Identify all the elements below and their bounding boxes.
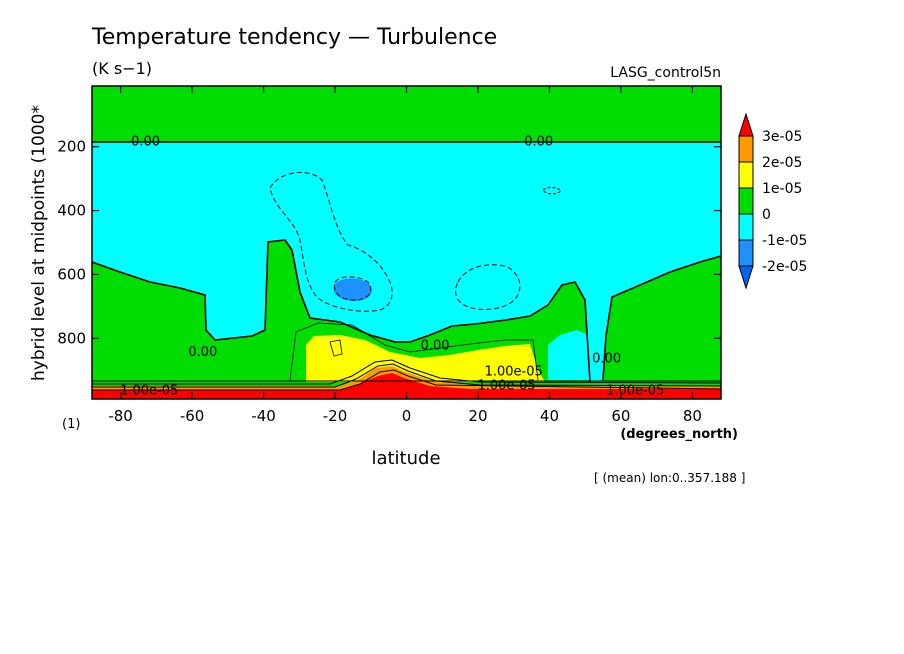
colorbar-label: 1e-05 [762,181,802,197]
contour-label: 1.00e-05 [477,379,535,394]
x-axis: -80 -60 -40 -20 0 20 40 60 80 [108,86,702,425]
x-tick-label: -20 [323,407,348,425]
x-tick-label: 0 [402,407,412,425]
colorbar-arrow-bottom [738,265,754,290]
y-tick-label: 600 [57,265,86,283]
x-units-label: (degrees_north) [620,427,738,442]
contour-label: 0.00 [524,134,553,149]
contour-label: 1.00e-05 [120,383,178,398]
colorbar-label: 0 [762,207,771,223]
contour-labels: 0.00 0.000.00 0.000.001.00e-051.00e-05 1.00… [120,134,664,398]
colorbar-label: 2e-05 [762,155,802,171]
colorbar-arrow-top [738,112,754,137]
region-negative-troposphere [92,142,721,382]
contour-field [92,86,721,399]
dataset-label: LASG_control5n [610,65,721,81]
x-tick-label: -40 [251,407,276,425]
region-negative-pocket [548,330,596,380]
y-axis-label: hybrid level at midpoints (1000* [29,105,49,381]
y-tick-label: 800 [57,329,86,347]
footnote: [ (mean) lon:0..357.188 ] [594,471,745,485]
colorbar-label: 3e-05 [762,129,802,145]
contour-label: 1.00e-05 [606,383,664,398]
units-label: (K s−1) [92,59,152,78]
region-positive-red [92,373,721,399]
colorbar-swatch [738,239,754,267]
colorbar-label: -2e-05 [762,259,807,275]
y-corner-label: (1) [62,417,80,432]
x-tick-label: 80 [683,407,702,425]
contour-label: 0.00 [188,345,217,360]
x-tick-label: -80 [108,407,133,425]
contour-label: 0.00 [131,134,160,149]
x-tick-label: 40 [540,407,559,425]
colorbar: 3e-05 2e-05 1e-05 0 -1e-05 -2e-05 [738,112,807,290]
x-tick-label: 20 [468,407,487,425]
y-tick-label: 200 [57,138,86,156]
contour-label: 0.00 [421,339,450,354]
contour-label: 1.00e-05 [485,364,543,379]
region-positive-orange [92,366,721,390]
chart-title: Temperature tendency — Turbulence [91,25,497,50]
y-axis: 200 400 600 800 [57,138,721,347]
x-tick-label: -60 [180,407,205,425]
x-axis-label: latitude [371,448,440,469]
y-tick-label: 400 [57,202,86,220]
x-tick-label: 60 [611,407,630,425]
colorbar-swatch [738,187,754,215]
colorbar-swatch [738,135,754,163]
colorbar-label: -1e-05 [762,233,807,249]
region-positive-yellow [306,335,545,382]
colorbar-swatch [738,213,754,241]
contour-label: 0.00 [592,351,621,366]
colorbar-swatch [738,161,754,189]
region-strong-negative [333,278,372,302]
